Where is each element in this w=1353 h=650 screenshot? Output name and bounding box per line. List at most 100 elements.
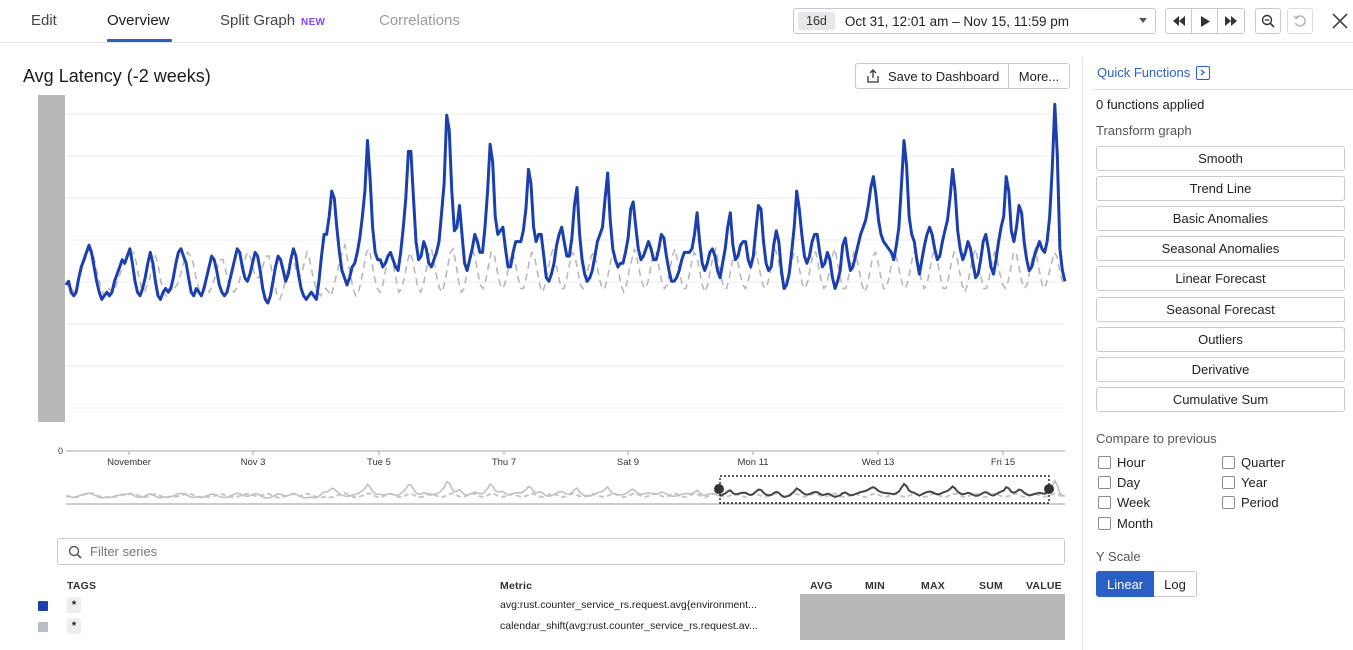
- y-scale-linear-button[interactable]: Linear: [1096, 571, 1155, 597]
- y-axis-label-placeholder: [38, 95, 65, 422]
- checkbox-label: Year: [1241, 475, 1268, 490]
- derivative-button[interactable]: Derivative: [1096, 357, 1345, 382]
- save-to-dashboard-label: Save to Dashboard: [888, 68, 1000, 84]
- quick-functions-header[interactable]: Quick Functions: [1097, 65, 1211, 80]
- checkbox-label: Quarter: [1241, 455, 1286, 470]
- close-icon[interactable]: [1330, 11, 1350, 31]
- time-range-picker[interactable]: 16d Oct 31, 12:01 am – Nov 15, 11:59 pm: [793, 8, 1156, 34]
- series-line-primary[interactable]: [64, 102, 1067, 305]
- compare-day-checkbox[interactable]: Day: [1098, 475, 1140, 490]
- fast-forward-icon: [1225, 16, 1237, 26]
- tag-chip: *: [67, 618, 81, 634]
- tab-overview-label: Overview: [107, 12, 170, 29]
- linear-forecast-button[interactable]: Linear Forecast: [1096, 266, 1345, 291]
- filter-series-field[interactable]: [57, 538, 1065, 565]
- seasonal-anomalies-button[interactable]: Seasonal Anomalies: [1096, 236, 1345, 261]
- legend-header-min[interactable]: MIN: [865, 580, 885, 592]
- overview-series-compare: [65, 492, 1066, 499]
- cumulative-sum-button[interactable]: Cumulative Sum: [1096, 387, 1345, 412]
- zoom-out-button[interactable]: [1255, 8, 1281, 34]
- legend-header-max[interactable]: MAX: [921, 580, 945, 592]
- play-button[interactable]: [1192, 9, 1218, 33]
- tab-split-graph-label: Split Graph: [220, 12, 296, 29]
- time-range-text: Oct 31, 12:01 am – Nov 15, 11:59 pm: [844, 13, 1069, 29]
- functions-applied-count: 0 functions applied: [1096, 97, 1205, 112]
- legend-header-avg[interactable]: AVG: [810, 580, 833, 592]
- time-navigation-group: [1165, 8, 1245, 34]
- rewind-icon: [1172, 16, 1185, 26]
- overview-series-selected: [719, 482, 1048, 498]
- legend-header-value[interactable]: VALUE: [1026, 580, 1062, 592]
- x-tick-label: Wed 13: [862, 457, 895, 468]
- undo-icon: [1293, 15, 1306, 27]
- filter-series-input[interactable]: [90, 544, 990, 559]
- compare-week-checkbox[interactable]: Week: [1098, 495, 1150, 510]
- legend-header-metric[interactable]: Metric: [500, 580, 533, 592]
- checkbox-label: Period: [1241, 495, 1279, 510]
- checkbox-box: [1098, 456, 1111, 469]
- y-scale-toggle: Linear Log: [1096, 571, 1197, 597]
- time-range-badge: 16d: [798, 12, 835, 30]
- compare-year-checkbox[interactable]: Year: [1222, 475, 1267, 490]
- panel-divider: [1082, 58, 1083, 650]
- quick-functions-title: Quick Functions: [1097, 65, 1191, 80]
- trend-line-button[interactable]: Trend Line: [1096, 176, 1345, 201]
- legend-stats-placeholder: [800, 594, 1065, 640]
- overview-handle-left[interactable]: [714, 484, 724, 494]
- share-icon: [867, 69, 879, 83]
- chevron-down-icon: [1139, 18, 1147, 23]
- compare-hour-checkbox[interactable]: Hour: [1098, 455, 1145, 470]
- checkbox-label: Month: [1117, 516, 1154, 531]
- basic-anomalies-button[interactable]: Basic Anomalies: [1096, 206, 1345, 231]
- outliers-button[interactable]: Outliers: [1096, 327, 1345, 352]
- x-axis-ticks: November Nov 3 Tue 5 Thu 7 Sat 9 Mon 11 Wed 13…: [107, 451, 1015, 468]
- series-color-swatch: [38, 601, 48, 611]
- checkbox-label: Day: [1117, 475, 1141, 490]
- checkbox-label: Hour: [1117, 455, 1146, 470]
- overview-selection-window[interactable]: [719, 475, 1050, 504]
- step-forward-button[interactable]: [1218, 9, 1244, 33]
- active-tab-indicator: [107, 39, 172, 42]
- graph-title: Avg Latency (-2 weeks): [23, 66, 211, 86]
- legend-header-tags[interactable]: TAGS: [67, 580, 97, 592]
- checkbox-box: [1222, 456, 1235, 469]
- x-tick-label: Thu 7: [492, 457, 516, 468]
- tab-overview[interactable]: Overview: [107, 12, 170, 29]
- reset-button[interactable]: [1287, 8, 1313, 34]
- y-zero-label: 0: [58, 446, 63, 456]
- compare-month-checkbox[interactable]: Month: [1098, 516, 1153, 531]
- checkbox-box: [1098, 476, 1111, 489]
- overview-handle-right[interactable]: [1044, 484, 1054, 494]
- new-badge: NEW: [301, 17, 326, 28]
- smooth-button[interactable]: Smooth: [1096, 146, 1345, 171]
- panel-header-divider: [1092, 89, 1353, 90]
- legend-row[interactable]: * calendar_shift(avg:rust.counter_servic…: [0, 618, 800, 636]
- play-icon: [1200, 15, 1210, 27]
- gridlines: [66, 113, 1065, 409]
- timeseries-chart[interactable]: 0 November Nov 3 Tue 5 Thu 7 Sat 9 Mon 11 Wed …: [0, 90, 1080, 510]
- x-tick-label: Sat 9: [617, 457, 639, 468]
- tab-correlations-label: Correlations: [379, 12, 460, 29]
- save-to-dashboard-button[interactable]: Save to Dashboard: [855, 63, 1009, 89]
- x-tick-label: Mon 11: [738, 457, 769, 468]
- transform-graph-label: Transform graph: [1096, 123, 1192, 138]
- tab-edit-label: Edit: [31, 12, 57, 29]
- checkbox-box: [1222, 476, 1235, 489]
- checkbox-label: Week: [1117, 495, 1150, 510]
- step-back-button[interactable]: [1166, 9, 1192, 33]
- more-button[interactable]: More...: [1008, 63, 1070, 89]
- tab-split-graph[interactable]: Split Graph NEW: [220, 12, 325, 29]
- seasonal-forecast-button[interactable]: Seasonal Forecast: [1096, 297, 1345, 322]
- legend-row[interactable]: * avg:rust.counter_service_rs.request.av…: [0, 597, 800, 615]
- tab-correlations[interactable]: Correlations: [379, 12, 460, 29]
- x-tick-label: Nov 3: [241, 457, 266, 468]
- tab-edit[interactable]: Edit: [31, 12, 57, 29]
- compare-quarter-checkbox[interactable]: Quarter: [1222, 455, 1285, 470]
- top-tab-bar: Edit Overview Split Graph NEW Correlation…: [0, 0, 1353, 43]
- checkbox-box: [1098, 517, 1111, 530]
- metric-name: calendar_shift(avg:rust.counter_service_…: [500, 620, 758, 632]
- compare-period-checkbox[interactable]: Period: [1222, 495, 1279, 510]
- y-scale-log-button[interactable]: Log: [1154, 571, 1197, 597]
- legend-header-sum[interactable]: SUM: [979, 580, 1003, 592]
- x-tick-label: Fri 15: [991, 457, 1015, 468]
